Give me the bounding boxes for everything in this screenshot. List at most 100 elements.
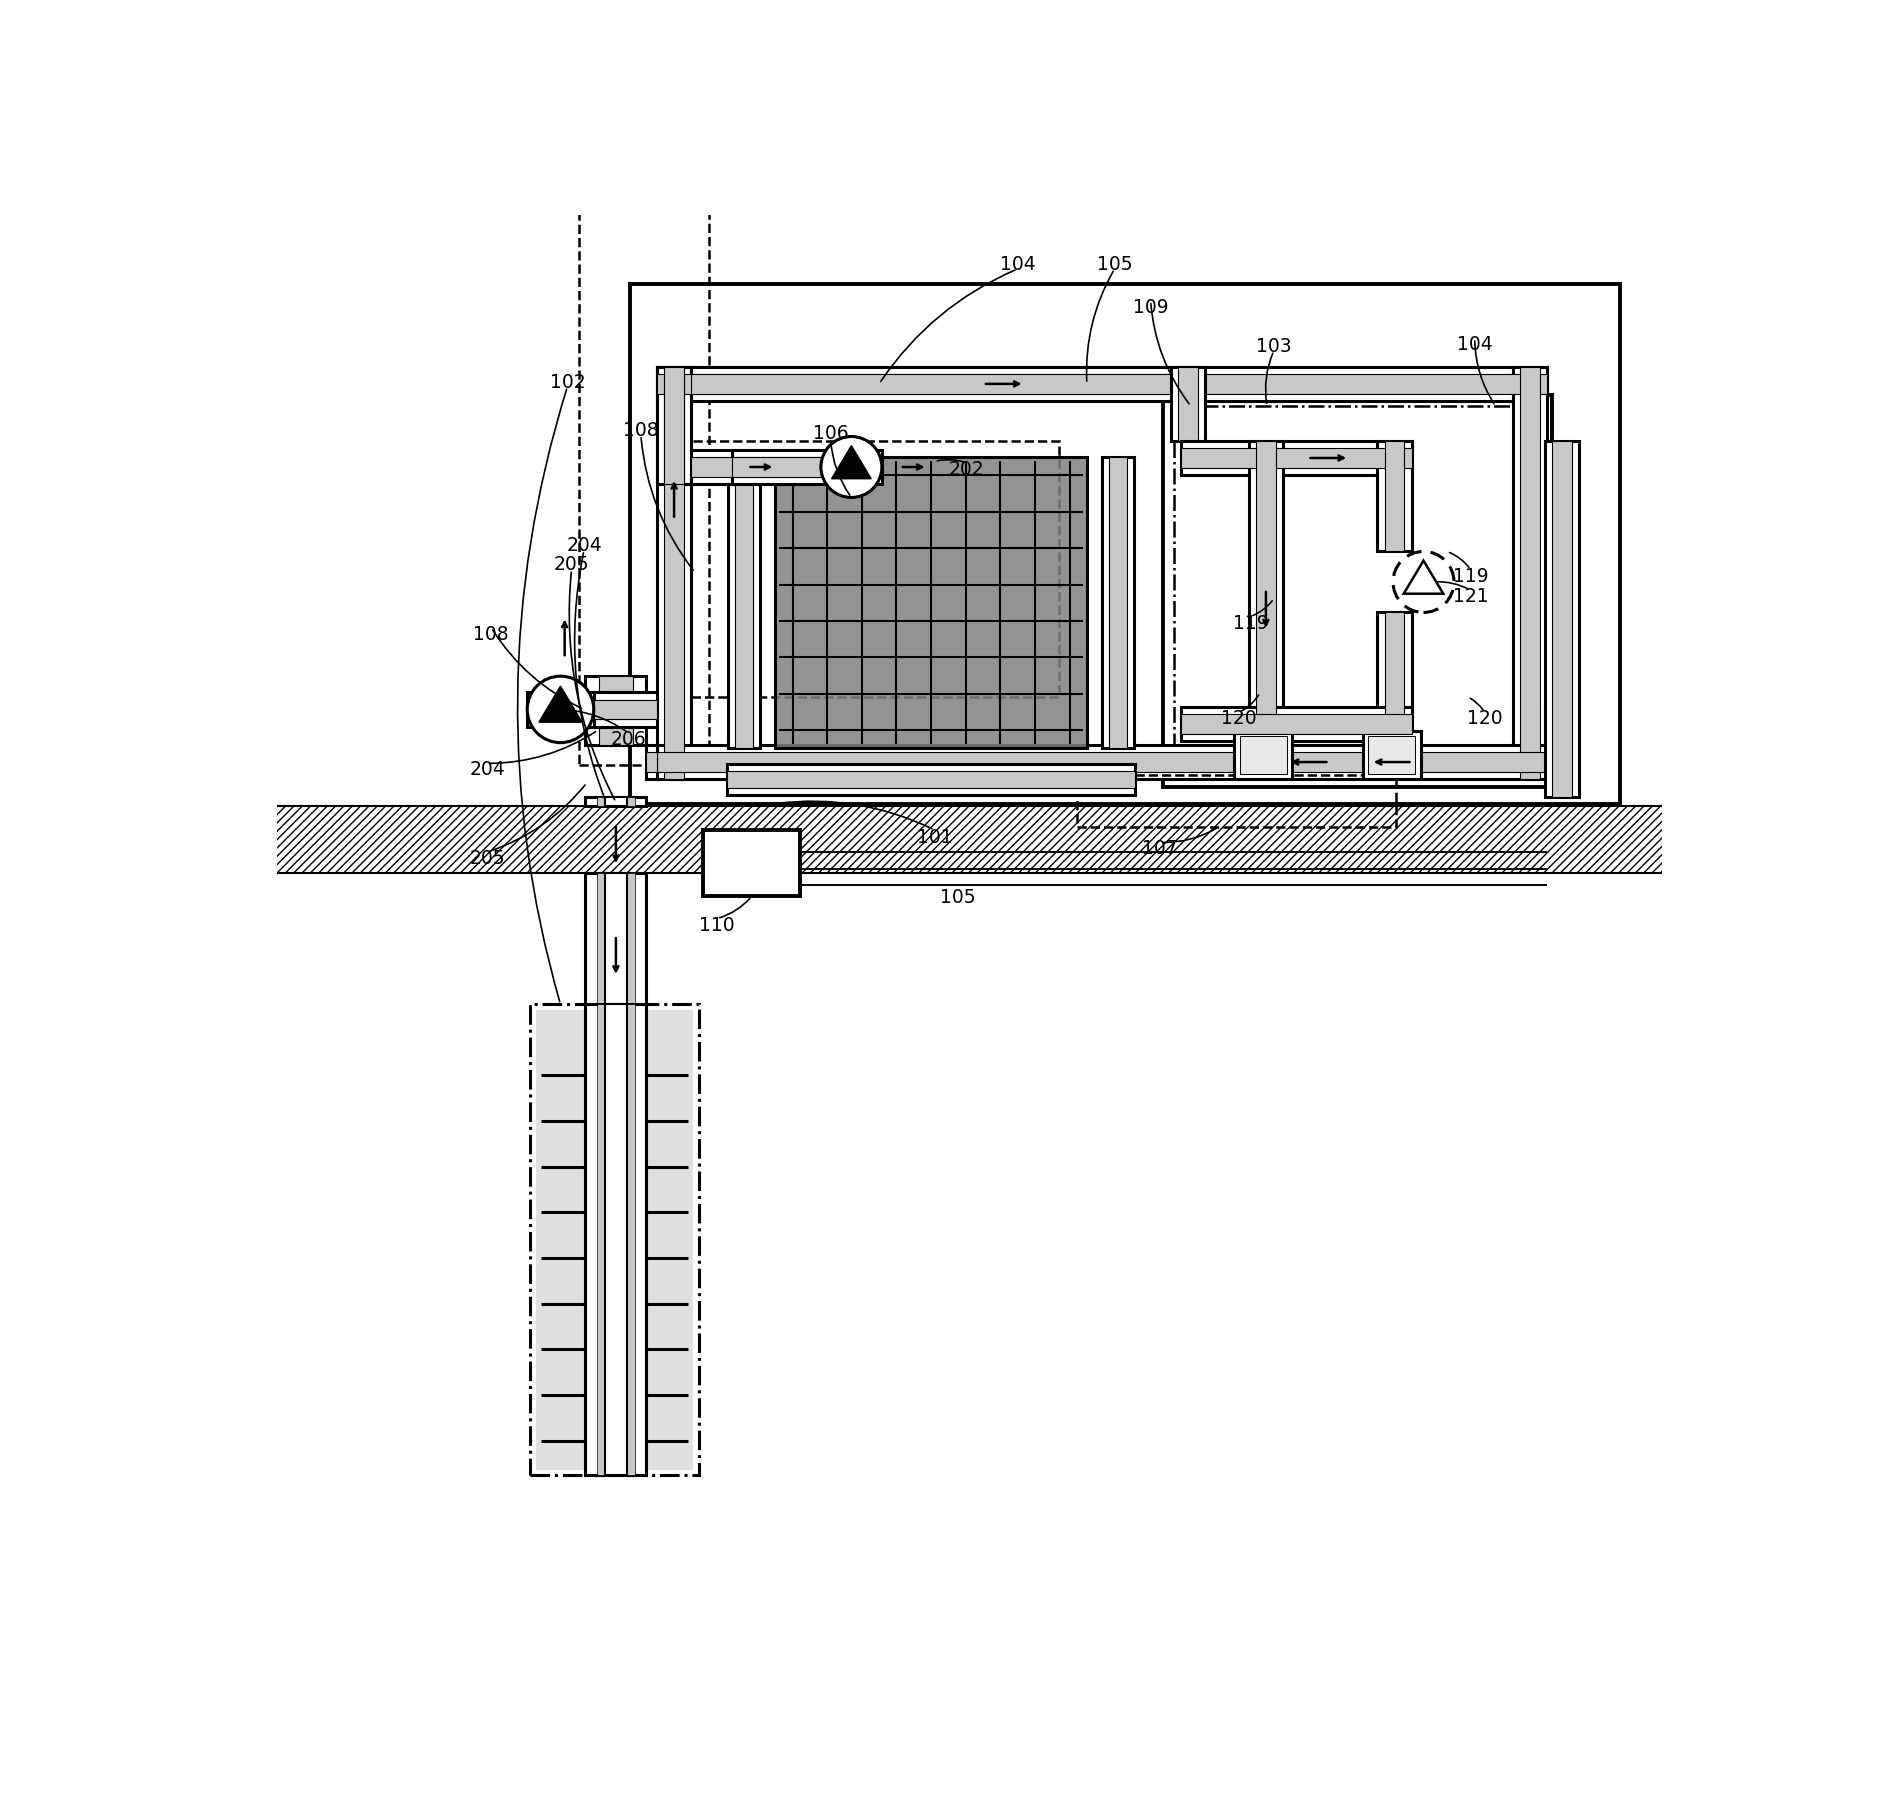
Bar [596, 874, 635, 1476]
Bar [1545, 707, 1547, 743]
Bar [692, 458, 821, 478]
Bar [1545, 442, 1579, 797]
Polygon shape [832, 446, 872, 480]
Bar [656, 367, 692, 780]
Bar [656, 753, 1547, 773]
Bar [605, 1005, 628, 1476]
Bar [1545, 450, 1547, 469]
Bar [1182, 716, 1413, 734]
Bar [775, 458, 1087, 748]
Bar [736, 458, 753, 748]
Text: 120: 120 [1222, 708, 1258, 728]
Bar [664, 367, 685, 485]
Text: 103: 103 [1256, 336, 1292, 356]
Bar [1363, 732, 1420, 780]
Text: 110: 110 [700, 915, 736, 935]
Bar [656, 367, 692, 485]
Text: 120: 120 [1467, 708, 1501, 728]
Bar [1171, 367, 1205, 442]
Bar [728, 458, 760, 748]
Circle shape [821, 437, 881, 498]
Circle shape [1394, 552, 1454, 613]
Bar [1384, 442, 1405, 552]
Bar [656, 746, 1547, 780]
Bar [535, 1010, 694, 1471]
Text: 204: 204 [469, 761, 505, 779]
Bar [586, 1005, 647, 1476]
Bar [732, 451, 881, 485]
Text: 105: 105 [1097, 255, 1133, 273]
Bar [692, 451, 821, 485]
Bar [1513, 367, 1547, 780]
Text: 107: 107 [1142, 840, 1178, 858]
Bar [726, 771, 1135, 789]
Text: 104: 104 [1456, 334, 1492, 354]
Bar [586, 676, 647, 746]
Bar [1110, 458, 1127, 748]
Text: 119: 119 [1452, 566, 1488, 584]
Bar [656, 367, 1547, 403]
Bar [647, 753, 656, 773]
Bar [605, 797, 628, 807]
Bar [1367, 737, 1414, 775]
Bar [529, 1005, 700, 1476]
Bar [528, 699, 647, 719]
Text: 205: 205 [469, 849, 505, 868]
Text: 108: 108 [622, 421, 658, 441]
Bar [599, 676, 633, 746]
Bar [732, 458, 881, 478]
Text: 202: 202 [949, 460, 983, 478]
Text: 206: 206 [611, 730, 647, 748]
Bar [1240, 737, 1286, 775]
Bar [692, 367, 1205, 403]
Bar [1553, 442, 1571, 797]
Bar [1078, 775, 1396, 827]
Text: 105: 105 [940, 888, 976, 906]
Bar [1174, 406, 1541, 777]
Circle shape [528, 676, 594, 743]
Bar [656, 376, 1547, 394]
Bar [594, 692, 656, 728]
Text: 204: 204 [565, 536, 601, 556]
Bar [596, 797, 635, 807]
Bar [664, 367, 685, 780]
Bar [579, 0, 709, 766]
Bar [1248, 442, 1284, 725]
Bar [726, 764, 1135, 795]
Text: 109: 109 [1133, 298, 1169, 316]
Bar [1163, 396, 1553, 788]
Bar [1256, 442, 1276, 725]
Polygon shape [539, 687, 582, 723]
Bar [586, 797, 647, 807]
Bar [594, 699, 656, 719]
Text: 119: 119 [1233, 613, 1269, 633]
Bar [596, 1005, 635, 1476]
Bar [276, 807, 1662, 874]
Bar [1377, 613, 1413, 725]
Bar [1377, 442, 1413, 552]
Bar [1545, 716, 1547, 734]
Text: 102: 102 [550, 372, 584, 392]
Bar [1545, 442, 1547, 476]
Text: 121: 121 [1452, 586, 1488, 606]
Text: 101: 101 [917, 827, 953, 847]
Bar [647, 746, 656, 780]
Bar [775, 458, 1087, 748]
Bar [679, 442, 1059, 698]
Bar [1182, 450, 1413, 469]
Text: 108: 108 [473, 624, 509, 644]
Bar [630, 284, 1621, 804]
Bar [605, 874, 628, 1476]
Bar [1235, 732, 1292, 780]
Text: 205: 205 [554, 556, 590, 574]
Bar [1520, 367, 1539, 780]
Bar [1182, 707, 1413, 743]
Text: 106: 106 [813, 424, 849, 442]
Bar [703, 831, 800, 897]
Bar [692, 376, 1205, 394]
Text: 104: 104 [1000, 255, 1036, 273]
Bar [1182, 442, 1413, 476]
Bar [1178, 367, 1197, 442]
Bar [528, 692, 647, 728]
Bar [586, 874, 647, 1476]
